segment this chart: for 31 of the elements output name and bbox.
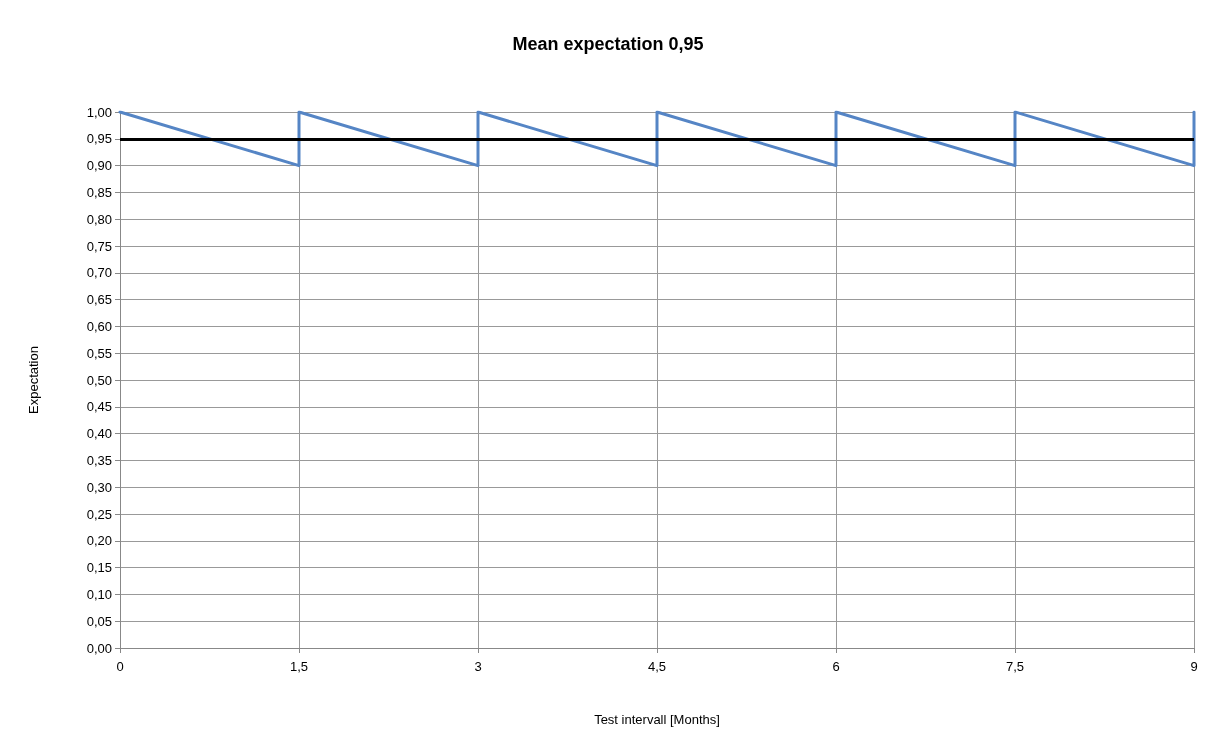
y-tick-label: 0,30 [86,479,112,495]
y-tick-label: 0,55 [86,345,112,361]
y-tick-label: 0,50 [86,372,112,388]
x-tick-label: 7,5 [1005,659,1025,674]
y-tick-label: 0,00 [86,640,112,656]
chart-title: Mean expectation 0,95 [512,34,704,54]
y-tick-label: 0,10 [86,586,112,602]
y-tick-label: 0,45 [86,399,112,415]
y-tick-label: 0,70 [86,265,112,281]
y-tick-label: 0,60 [86,318,112,334]
x-tick-label: 1,5 [289,659,309,674]
y-tick-label: 0,20 [86,533,112,549]
y-tick-label: 0,80 [86,211,112,227]
y-tick-label: 0,25 [86,506,112,522]
y-tick-label: 0,75 [86,238,112,254]
x-tick-label: 9 [1190,659,1198,674]
y-tick-label: 1,00 [86,104,112,120]
y-axis-title: Expectation [26,346,41,414]
y-tick-label: 0,40 [86,426,112,442]
x-axis-title: Test intervall [Months] [594,712,720,727]
y-tick-label: 0,85 [86,184,112,200]
x-tick-label: 3 [474,659,482,674]
x-tick-label: 4,5 [647,659,667,674]
x-tick-label: 6 [832,659,840,674]
x-tick-label: 0 [116,659,124,674]
y-tick-label: 0,05 [86,613,112,629]
y-tick-label: 0,15 [86,560,112,576]
y-tick-label: 0,65 [86,292,112,308]
y-tick-label: 0,35 [86,452,112,468]
y-tick-label: 0,90 [86,158,112,174]
y-tick-label: 0,95 [86,131,112,147]
